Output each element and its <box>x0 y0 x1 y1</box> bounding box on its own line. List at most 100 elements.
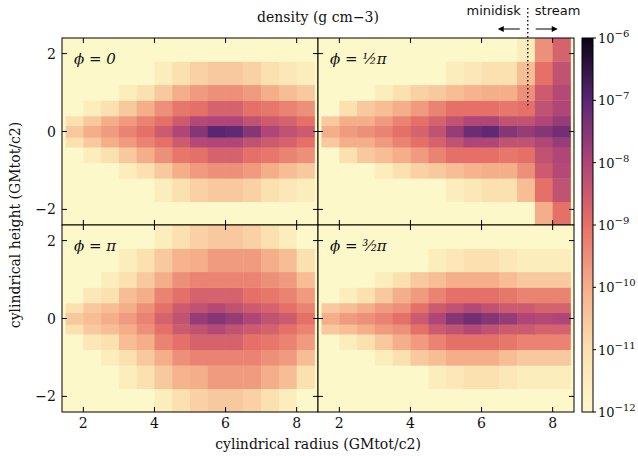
density-cell <box>357 287 375 303</box>
density-cell <box>208 38 226 62</box>
x-tick <box>410 225 411 230</box>
density-cell <box>101 137 119 147</box>
density-cell <box>137 137 155 147</box>
density-cell <box>535 126 553 138</box>
density-cell <box>137 147 155 163</box>
density-cell <box>393 303 411 313</box>
density-cell <box>322 334 340 350</box>
density-cell <box>243 313 261 325</box>
density-cell <box>226 147 244 163</box>
density-cell <box>279 303 297 313</box>
x-tick <box>339 225 340 230</box>
y-tick <box>62 240 67 241</box>
x-tick <box>225 220 226 225</box>
density-cell <box>482 272 500 288</box>
density-cell <box>297 303 315 313</box>
density-cell <box>279 334 297 350</box>
density-cell <box>243 163 261 179</box>
x-tick-label: 8 <box>548 415 557 431</box>
density-cell <box>535 389 553 412</box>
density-cell <box>154 313 172 325</box>
density-cell <box>410 287 428 303</box>
density-cell <box>499 38 517 62</box>
density-cell <box>339 272 357 288</box>
density-cell <box>279 287 297 303</box>
density-cell <box>517 38 535 62</box>
density-cell <box>154 365 172 389</box>
x-tick <box>410 38 411 43</box>
density-cell <box>190 365 208 389</box>
density-cell <box>339 137 357 147</box>
density-cell <box>208 147 226 163</box>
density-cell <box>83 389 101 412</box>
density-cell <box>279 137 297 147</box>
density-cell <box>553 163 571 179</box>
density-cell <box>499 178 517 202</box>
panel-label: ϕ = ½π <box>330 50 388 68</box>
density-cell <box>119 313 137 325</box>
density-cell <box>464 365 482 389</box>
density-cell <box>261 287 279 303</box>
density-cell <box>279 202 297 225</box>
density-cell <box>428 225 446 249</box>
density-cell <box>66 126 84 138</box>
density-cell <box>375 85 393 101</box>
density-cell <box>482 116 500 126</box>
density-cell <box>172 61 190 85</box>
x-tick <box>225 407 226 412</box>
density-cell <box>446 389 464 412</box>
density-cell <box>482 147 500 163</box>
density-cell <box>297 389 315 412</box>
density-cell <box>357 389 375 412</box>
density-cell <box>83 202 101 225</box>
y-tick <box>569 209 574 210</box>
density-cell <box>119 126 137 138</box>
density-cell <box>339 147 357 163</box>
density-cell <box>464 100 482 116</box>
density-cell <box>226 61 244 85</box>
density-cell <box>226 272 244 288</box>
density-cell <box>375 116 393 126</box>
colorbar <box>582 38 593 412</box>
y-tick-label: −2 <box>35 201 56 217</box>
density-cell <box>226 248 244 272</box>
density-cell <box>553 350 571 366</box>
density-cell <box>535 100 553 116</box>
density-cell <box>517 61 535 85</box>
density-cell <box>190 324 208 334</box>
x-tick <box>296 220 297 225</box>
density-cell <box>279 225 297 249</box>
density-cell <box>66 389 84 412</box>
x-tick <box>481 225 482 230</box>
cells <box>322 38 571 225</box>
density-cell <box>393 334 411 350</box>
density-cell <box>279 116 297 126</box>
density-cell <box>297 38 315 62</box>
density-cell <box>119 324 137 334</box>
x-tick <box>296 407 297 412</box>
density-cell <box>261 126 279 138</box>
density-cell <box>499 248 517 272</box>
density-cell <box>375 287 393 303</box>
y-tick <box>569 53 574 54</box>
density-cell <box>226 324 244 334</box>
density-cell <box>357 85 375 101</box>
density-cell <box>535 147 553 163</box>
density-cell <box>208 287 226 303</box>
density-cell <box>553 334 571 350</box>
density-cell <box>375 178 393 202</box>
arrow-head <box>552 26 558 32</box>
colorbar-tick-label: 10−12 <box>598 402 636 420</box>
density-cell <box>375 147 393 163</box>
density-cell <box>375 126 393 138</box>
density-cell <box>261 248 279 272</box>
density-cell <box>375 313 393 325</box>
density-cell <box>553 126 571 138</box>
density-cell <box>410 303 428 313</box>
density-cell <box>393 178 411 202</box>
density-cell <box>101 389 119 412</box>
density-cell <box>517 287 535 303</box>
density-cell <box>297 202 315 225</box>
x-tick <box>154 407 155 412</box>
density-cell <box>190 85 208 101</box>
